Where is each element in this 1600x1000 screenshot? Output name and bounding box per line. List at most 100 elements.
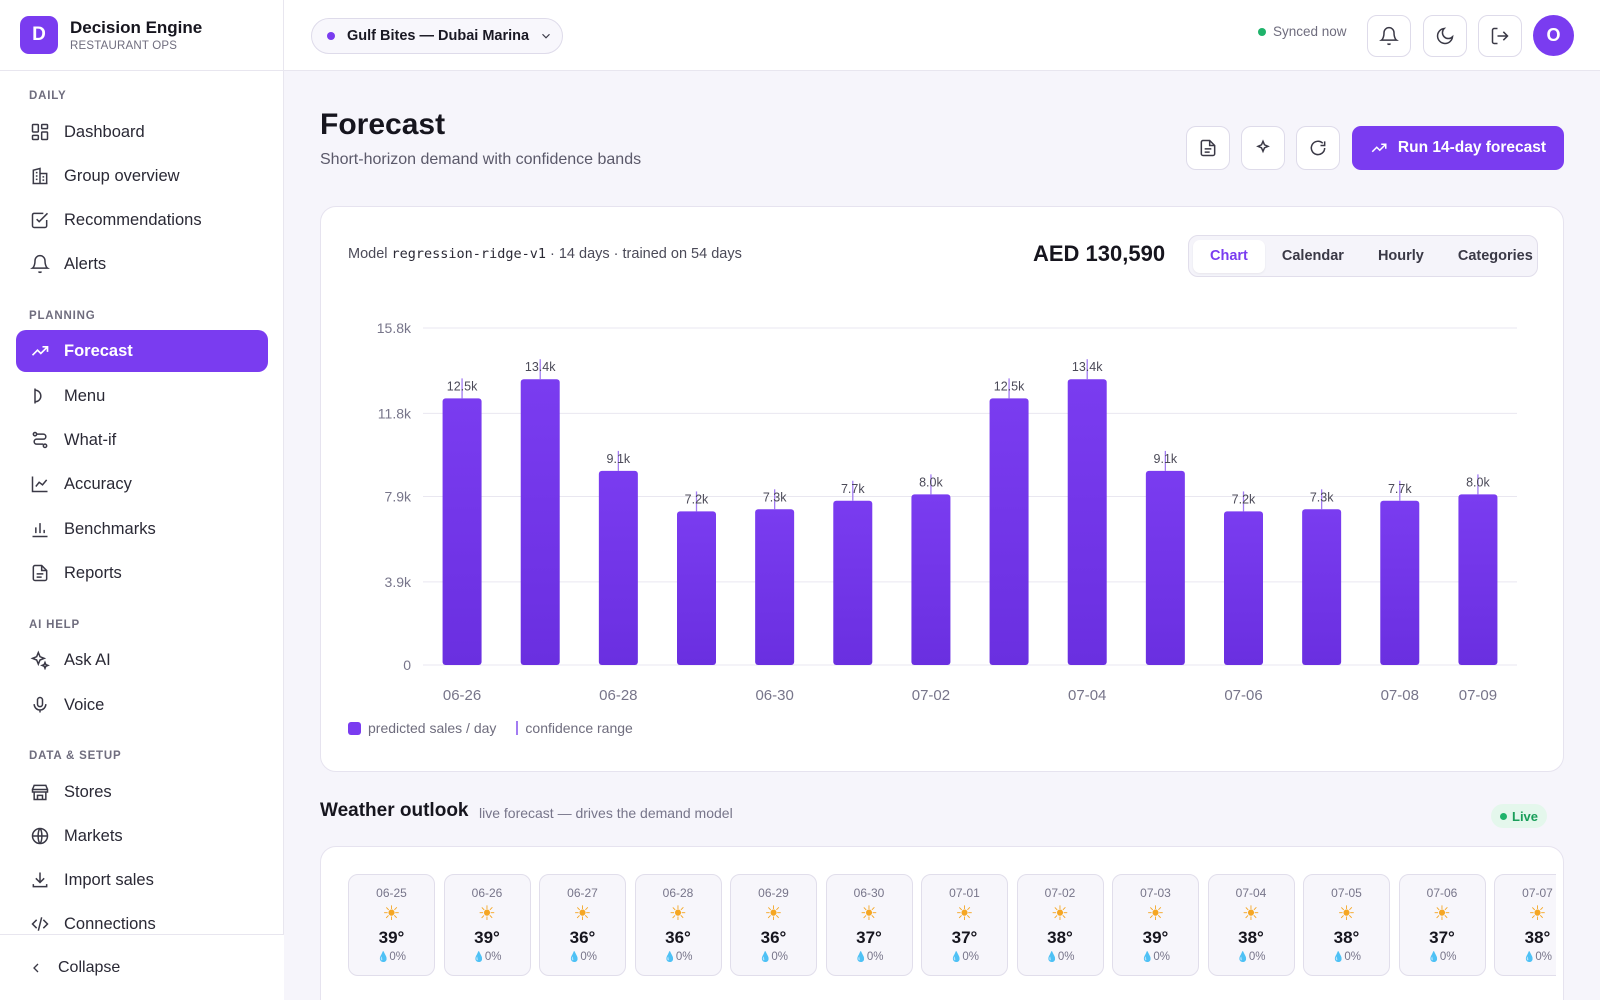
microphone-icon [33,696,47,713]
y-tick-label: 7.9k [385,489,412,505]
weather-rain: 💧0% [854,951,884,963]
data-label: 9.1k [607,452,631,466]
weather-temp: 37° [1429,928,1455,947]
raindrop-icon: 💧 [949,952,963,963]
sun-icon: ☀ [860,903,878,925]
theme-toggle-button[interactable] [1423,15,1467,57]
legend-predicted: predicted sales / day [368,720,497,736]
file-icon [1200,139,1216,157]
sync-status: Synced now [1258,24,1347,39]
weather-rain: 💧0% [1236,951,1266,963]
tab-hourly[interactable]: Hourly [1377,248,1424,264]
notifications-button[interactable] [1367,15,1411,57]
sidebar-item-menu[interactable]: Menu [16,375,268,417]
bar [1380,500,1420,665]
store-selector[interactable]: Gulf Bites — Dubai Marina [311,18,563,54]
sidebar-item-label: Recommendations [64,210,202,229]
bar [1145,470,1185,665]
legend-swatch-confidence [516,721,519,735]
weather-temp: 39° [378,928,405,947]
logout-button[interactable] [1478,15,1522,57]
bar [1224,511,1263,665]
sun-icon: ☀ [1337,903,1356,925]
sidebar-item-voice[interactable]: Voice [16,684,268,726]
x-tick-label: 07-02 [912,687,950,704]
data-label: 9.1k [1154,452,1178,466]
x-tick-label: 06-26 [443,687,481,704]
model-prefix: Model [348,246,388,262]
ai-explain-button[interactable] [1241,126,1285,170]
weather-date: 07-05 [1331,886,1362,900]
sidebar-item-group-overview[interactable]: Group overview [16,155,268,197]
weather-temp: 38° [1524,928,1551,947]
sidebar-item-recommendations[interactable]: Recommendations [16,199,268,241]
live-badge: Live [1491,804,1548,828]
weather-temp: 37° [856,928,882,947]
sidebar-item-what-if[interactable]: What-if [16,419,268,461]
avatar[interactable]: O [1533,15,1574,56]
data-label: 7.7k [841,482,865,496]
y-tick-label: 11.8k [378,405,412,421]
weather-card: 06-25 ☀ 39° 💧0% 06-26 ☀ 39° 💧0% 06-27 ☀ 36° 💧0% 06-2… [320,846,1564,1000]
page-title: Forecast [320,108,446,141]
weather-day-card: 06-26 ☀ 39° 💧0% [443,874,531,976]
weather-date: 07-04 [1235,886,1267,900]
sparkle-icon [30,650,50,670]
weather-rain: 💧0% [1045,951,1075,963]
sidebar-item-benchmarks[interactable]: Benchmarks [16,508,268,550]
sidebar-item-label: Voice [64,695,105,714]
sync-dot [1258,27,1266,36]
sidebar-item-label: Accuracy [64,474,132,493]
run-forecast-button[interactable]: Run 14-day forecast [1352,126,1564,170]
raindrop-icon: 💧 [1427,952,1440,963]
store-name: Gulf Bites — Dubai Marina [347,28,530,44]
sidebar-item-stores[interactable]: Stores [16,771,268,813]
weather-rain: 💧0% [1522,951,1553,963]
sidebar-item-connections[interactable]: Connections [16,903,268,945]
tab-categories[interactable]: Categories [1457,248,1533,264]
sidebar-item-ask-ai[interactable]: Ask AI [16,639,268,681]
sun-icon: ☀ [1242,903,1260,925]
raindrop-icon: 💧 [663,952,676,963]
bar [989,398,1029,665]
data-label: 8.0k [919,475,943,489]
live-dot [1500,812,1507,820]
weather-strip[interactable]: 06-25 ☀ 39° 💧0% 06-26 ☀ 39° 💧0% 06-27 ☀ 36° 💧0% 06-2… [348,874,1556,978]
weather-rain: 💧0% [472,951,502,963]
tab-chart[interactable]: Chart [1193,239,1265,273]
sidebar-item-alerts[interactable]: Alerts [16,243,268,285]
sidebar-item-label: Connections [64,914,156,933]
weather-title: Weather outlook [320,800,469,821]
sidebar: D Decision Engine RESTAURANT OPS DAILY D… [0,0,284,1000]
data-label: 7.3k [1310,490,1334,504]
sidebar-item-label: Alerts [64,254,107,273]
refresh-button[interactable] [1296,126,1340,170]
collapse-button[interactable]: Collapse [0,934,284,1000]
brand[interactable]: D Decision Engine RESTAURANT OPS [0,0,283,71]
x-tick-label: 07-09 [1459,687,1497,704]
sidebar-item-accuracy[interactable]: Accuracy [16,463,268,505]
weather-rain: 💧0% [376,951,407,963]
export-report-button[interactable] [1186,126,1230,170]
sidebar-item-reports[interactable]: Reports [16,552,268,594]
sidebar-item-label: Stores [64,782,112,801]
weather-date: 06-28 [662,886,694,900]
sidebar-item-label: Import sales [64,870,154,889]
route-icon [32,431,48,449]
sidebar-item-markets[interactable]: Markets [16,815,268,857]
code-icon [31,917,49,931]
weather-rain: 💧0% [1427,951,1457,963]
weather-temp: 39° [474,928,500,947]
data-label: 7.2k [685,492,709,506]
sun-icon: ☀ [764,903,783,925]
sidebar-item-label: Menu [64,386,106,405]
y-tick-label: 3.9k [385,574,412,590]
sidebar-item-dashboard[interactable]: Dashboard [16,111,268,153]
sidebar-item-import-sales[interactable]: Import sales [16,859,268,901]
weather-date: 06-26 [471,886,503,900]
weather-day-card: 07-01 ☀ 37° 💧0% [921,874,1008,976]
sparkle-icon [1256,139,1270,154]
raindrop-icon: 💧 [1045,952,1058,963]
tab-calendar[interactable]: Calendar [1281,248,1344,264]
sidebar-item-forecast[interactable]: Forecast [16,330,268,372]
